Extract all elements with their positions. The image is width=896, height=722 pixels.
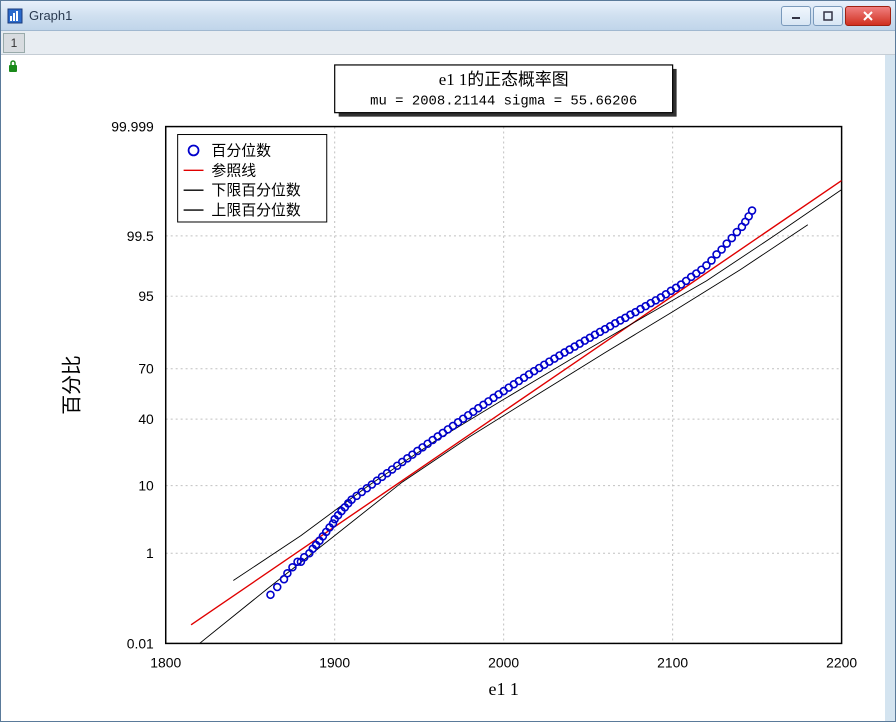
probability-plot[interactable]: 1800 1900 2000 2100 2200 0.01 1 10 40 70 95 99.5 99.…	[21, 57, 877, 713]
app-window: Graph1 1 1800 1900 2000 2100 2200 0.01 1 10 40 70…	[0, 0, 896, 722]
minimize-button[interactable]	[781, 6, 811, 26]
lock-icon	[7, 59, 19, 76]
svg-text:0.01: 0.01	[127, 635, 154, 651]
svg-text:下限百分位数: 下限百分位数	[211, 182, 300, 199]
app-icon	[7, 8, 23, 24]
svg-text:70: 70	[138, 361, 154, 377]
content-area: 1800 1900 2000 2100 2200 0.01 1 10 40 70 95 99.5 99.…	[1, 55, 895, 721]
svg-text:mu = 2008.21144 sigma = 55.66: mu = 2008.21144 sigma = 55.66206	[370, 94, 637, 110]
tab-bar: 1	[1, 31, 895, 55]
svg-text:1900: 1900	[319, 654, 350, 670]
svg-text:40: 40	[138, 411, 154, 427]
svg-text:2200: 2200	[826, 654, 857, 670]
right-scrollgutter	[885, 55, 895, 721]
svg-text:99.999: 99.999	[111, 119, 154, 135]
svg-text:e1 1: e1 1	[489, 679, 519, 699]
maximize-button[interactable]	[813, 6, 843, 26]
svg-text:95: 95	[138, 288, 154, 304]
svg-text:99.5: 99.5	[127, 228, 154, 244]
window-controls	[781, 6, 891, 26]
svg-text:e1 1的正态概率图: e1 1的正态概率图	[439, 70, 569, 89]
tab-1[interactable]: 1	[3, 33, 25, 53]
svg-text:2000: 2000	[488, 654, 519, 670]
svg-text:2100: 2100	[657, 654, 688, 670]
svg-text:上限百分位数: 上限百分位数	[211, 202, 300, 219]
plot-container: 1800 1900 2000 2100 2200 0.01 1 10 40 70 95 99.5 99.…	[21, 57, 877, 713]
svg-text:百分位数: 百分位数	[211, 142, 271, 159]
svg-text:参照线: 参照线	[211, 162, 256, 179]
close-button[interactable]	[845, 6, 891, 26]
svg-text:1800: 1800	[150, 654, 181, 670]
svg-text:10: 10	[138, 478, 154, 494]
svg-text:1: 1	[146, 545, 154, 561]
titlebar[interactable]: Graph1	[1, 1, 895, 31]
window-title: Graph1	[29, 8, 781, 23]
svg-text:百分比: 百分比	[61, 355, 83, 415]
